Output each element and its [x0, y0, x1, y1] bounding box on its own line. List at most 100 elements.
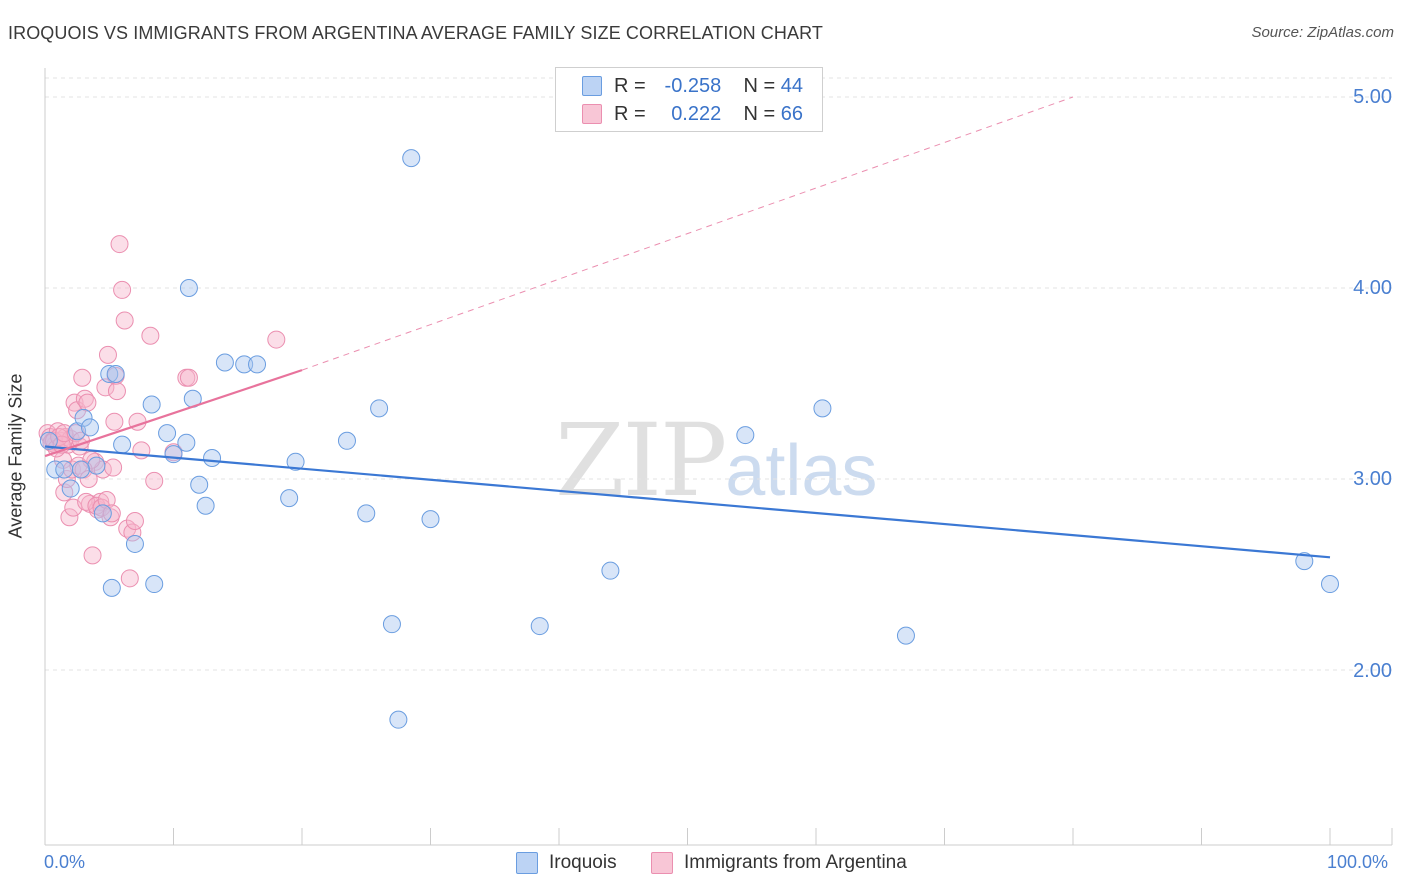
iroquois-point — [736, 426, 755, 445]
gridlines — [45, 77, 1392, 671]
iroquois-point — [125, 534, 144, 553]
iroquois-point — [530, 617, 549, 636]
legend-label: Immigrants from Argentina — [684, 852, 907, 873]
iroquois-point — [55, 460, 74, 479]
y-tick-label: 5.00 — [1353, 86, 1392, 108]
chart-title: IROQUOIS VS IMMIGRANTS FROM ARGENTINA AV… — [8, 23, 823, 43]
x-tick-label: 0.0% — [44, 852, 86, 872]
r-value: -0.258 — [664, 74, 722, 97]
iroquois-point — [382, 615, 401, 634]
x-tick-label: 100.0% — [1327, 852, 1389, 872]
legend-swatch-blue — [516, 852, 538, 874]
argentina-point — [104, 458, 123, 477]
argentina-point — [98, 345, 117, 364]
argentina-point — [97, 491, 116, 510]
iroquois-point — [179, 279, 198, 297]
argentina-point — [60, 508, 79, 527]
watermark-atlas: atlas — [725, 431, 878, 511]
argentina-trend-line — [44, 369, 303, 458]
iroquois-point — [71, 460, 90, 479]
iroquois-point — [813, 399, 832, 418]
iroquois-point — [215, 353, 234, 372]
iroquois-point — [145, 575, 164, 594]
argentina-point — [267, 330, 286, 349]
watermark-zip: ZIP — [555, 402, 727, 519]
legend-swatch-blue — [582, 76, 602, 96]
legend-item-iroquois[interactable]: Iroquois — [516, 852, 617, 874]
iroquois-point — [337, 431, 356, 450]
argentina-point — [123, 523, 142, 542]
source-label: Source: ZipAtlas.com — [1251, 24, 1394, 41]
iroquois-trend-line — [44, 445, 1331, 559]
iroquois-point — [357, 504, 376, 523]
watermark: ZIPatlas — [555, 402, 877, 519]
iroquois-point — [106, 364, 125, 383]
legend-swatch-pink — [651, 852, 673, 874]
iroquois-point — [1321, 575, 1339, 594]
argentina-point — [120, 569, 139, 588]
iroquois-point — [402, 149, 421, 168]
legend-item-argentina[interactable]: Immigrants from Argentina — [651, 852, 907, 874]
trend-lines — [44, 96, 1331, 559]
iroquois-point — [39, 431, 58, 450]
iroquois-point — [80, 418, 99, 437]
iroquois-point — [235, 355, 254, 374]
y-axis-label: Average Family Size — [5, 373, 26, 539]
argentina-point — [145, 471, 164, 490]
legend-row-iroquois: R = -0.258 N = 44 — [582, 74, 803, 98]
iroquois-point — [370, 399, 389, 418]
argentina-point — [125, 512, 144, 531]
series-iroquois-points — [39, 149, 1339, 729]
iroquois-point — [100, 364, 119, 383]
n-label: N = — [743, 102, 776, 125]
y-tick-label: 3.00 — [1353, 468, 1392, 490]
y-tick-label: 4.00 — [1353, 277, 1392, 299]
iroquois-point — [93, 504, 112, 523]
iroquois-point — [113, 435, 132, 454]
legend-label: Iroquois — [549, 852, 617, 873]
iroquois-point — [280, 489, 299, 508]
y-tick-label: 2.00 — [1353, 660, 1392, 682]
n-value: 66 — [780, 102, 803, 125]
legend-row-argentina: R = 0.222 N = 66 — [582, 102, 803, 126]
iroquois-point — [196, 496, 215, 515]
correlation-legend: R = -0.258 N = 44 R = 0.222 N = 66 — [555, 67, 823, 132]
argentina-point — [79, 470, 98, 488]
argentina-point — [73, 368, 92, 387]
iroquois-point — [203, 448, 222, 467]
argentina-trend-extension — [301, 96, 1074, 371]
iroquois-point — [1295, 552, 1314, 571]
r-label: R = — [614, 74, 646, 97]
iroquois-point — [74, 408, 93, 427]
iroquois-point — [177, 433, 196, 452]
n-label: N = — [743, 74, 776, 97]
iroquois-point — [158, 424, 177, 443]
n-value: 44 — [780, 74, 803, 97]
argentina-point — [179, 368, 198, 387]
axes — [44, 68, 1393, 846]
iroquois-point — [248, 355, 267, 374]
argentina-point — [96, 378, 115, 397]
r-label: R = — [614, 102, 646, 125]
iroquois-point — [190, 475, 209, 494]
iroquois-point — [87, 456, 106, 475]
iroquois-point — [102, 578, 121, 597]
series-legend: Iroquois Immigrants from Argentina — [0, 852, 1406, 878]
iroquois-point — [601, 561, 620, 580]
iroquois-point — [286, 452, 305, 471]
iroquois-point — [896, 626, 915, 645]
iroquois-point — [142, 395, 161, 414]
legend-swatch-pink — [582, 104, 602, 124]
iroquois-point — [61, 479, 80, 498]
argentina-point — [78, 393, 97, 412]
argentina-point — [141, 326, 160, 345]
argentina-point — [83, 546, 102, 565]
r-value: 0.222 — [671, 102, 722, 125]
argentina-point — [107, 382, 126, 401]
iroquois-point — [389, 710, 408, 729]
iroquois-point — [421, 510, 440, 529]
argentina-point — [113, 280, 132, 299]
argentina-point — [105, 412, 124, 431]
argentina-point — [110, 235, 129, 254]
